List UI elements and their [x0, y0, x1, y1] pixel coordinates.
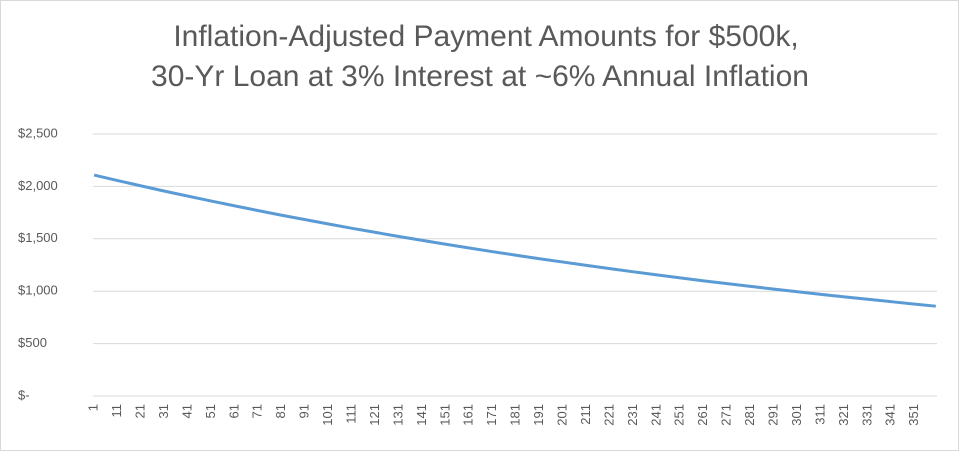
- x-tick-label: 181: [508, 404, 523, 426]
- x-tick-label: 351: [906, 404, 921, 426]
- x-tick-label: 321: [836, 404, 851, 426]
- y-tick-label: $1,000: [18, 283, 58, 298]
- x-tick-label: 31: [156, 404, 171, 418]
- x-tick-label: 201: [554, 404, 569, 426]
- x-tick-label: 211: [578, 404, 593, 425]
- x-tick-label: 51: [203, 404, 218, 418]
- chart-title: Inflation-Adjusted Payment Amounts for $…: [173, 20, 798, 53]
- x-tick-label: 331: [859, 404, 874, 426]
- x-tick-label: 291: [765, 404, 780, 426]
- x-tick-label: 271: [719, 404, 734, 426]
- x-tick-label: 131: [390, 404, 405, 426]
- x-tick-label: 81: [273, 404, 288, 418]
- x-tick-label: 161: [461, 404, 476, 426]
- x-tick-label: 111: [343, 404, 358, 424]
- x-tick-label: 311: [812, 404, 827, 425]
- x-tick-label: 121: [367, 404, 382, 426]
- x-tick-label: 261: [695, 404, 710, 426]
- x-tick-label: 301: [789, 404, 804, 426]
- x-tick-label: 171: [484, 404, 499, 426]
- x-tick-label: 241: [648, 404, 663, 426]
- x-tick-label: 71: [250, 404, 265, 418]
- x-tick-label: 151: [437, 404, 452, 426]
- x-tick-label: 281: [742, 404, 757, 426]
- x-tick-label: 1: [86, 404, 101, 411]
- y-tick-label: $500: [18, 335, 47, 350]
- x-tick-label: 231: [625, 404, 640, 426]
- y-tick-label: $1,500: [18, 230, 58, 245]
- x-tick-label: 101: [320, 404, 335, 426]
- x-tick-label: 61: [226, 404, 241, 418]
- chart-title: 30-Yr Loan at 3% Interest at ~6% Annual …: [151, 60, 809, 93]
- y-tick-label: $2,500: [18, 125, 58, 140]
- x-tick-label: 191: [531, 404, 546, 426]
- x-tick-label: 251: [672, 404, 687, 426]
- x-tick-label: 221: [601, 404, 616, 426]
- x-tick-label: 21: [132, 404, 147, 418]
- x-tick-label: 341: [883, 404, 898, 426]
- line-series: [93, 173, 936, 308]
- x-tick-label: 11: [109, 404, 124, 418]
- y-tick-label: $2,000: [18, 178, 58, 193]
- x-tick-label: 41: [179, 404, 194, 418]
- y-tick-label: $-: [18, 387, 30, 402]
- x-tick-label: 141: [414, 404, 429, 426]
- x-tick-label: 91: [297, 404, 312, 418]
